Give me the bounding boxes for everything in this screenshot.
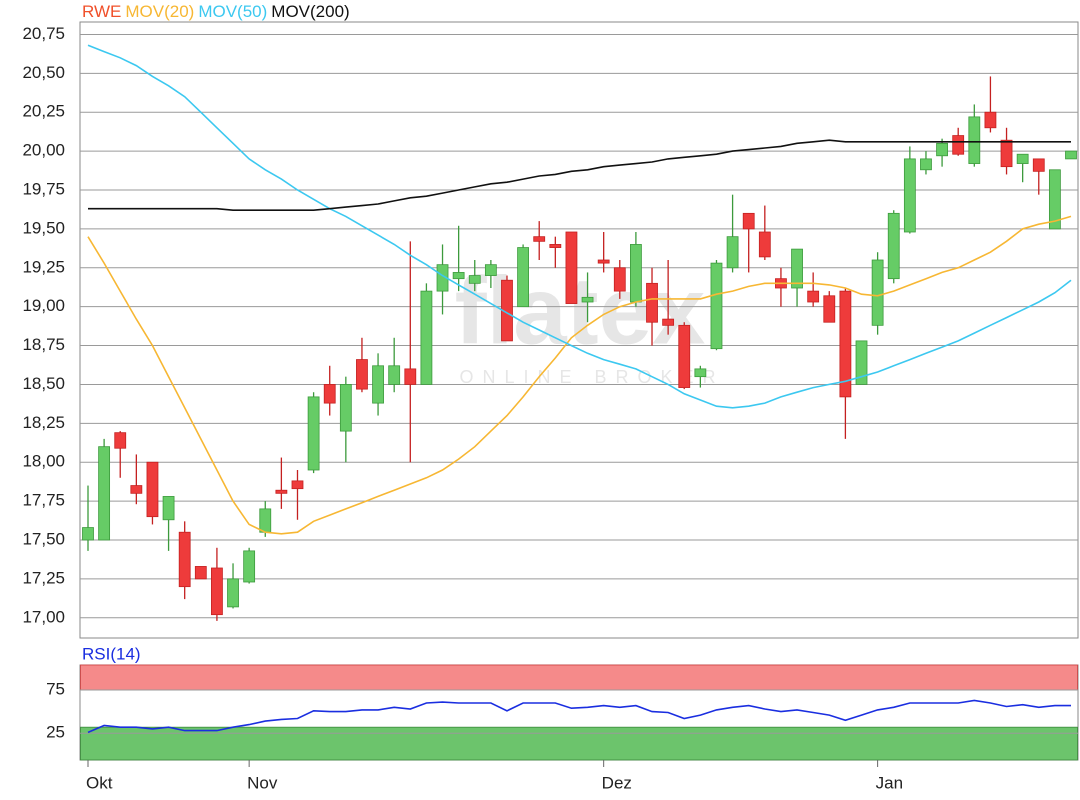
y-tick-label: 19,75	[22, 179, 65, 198]
candle-body	[372, 365, 384, 404]
rsi-zone	[80, 664, 1078, 691]
candle-body	[259, 508, 272, 533]
candle-body	[275, 489, 288, 494]
candle-body	[404, 368, 417, 385]
candle-body	[1065, 150, 1077, 160]
candle-body	[339, 384, 352, 432]
candle-body	[726, 236, 739, 269]
candle-body	[291, 480, 304, 490]
y-tick-label: 18,75	[22, 335, 65, 354]
moving-average-line	[88, 139, 1071, 211]
candle-body	[984, 111, 997, 129]
y-tick-label: 75	[46, 680, 65, 699]
candle-body	[678, 324, 691, 388]
y-tick-label: 17,75	[22, 491, 65, 510]
candle-body	[597, 259, 610, 264]
legend-entry: MOV(200)	[271, 2, 349, 21]
y-tick-label: 19,25	[22, 257, 65, 276]
candle-body	[1048, 169, 1061, 230]
y-tick-label: 19,00	[22, 296, 65, 315]
candle-body	[646, 282, 658, 323]
legend-entry: RWE	[82, 2, 121, 21]
candle-body	[130, 485, 143, 494]
y-tick-label: 20,50	[22, 63, 65, 82]
candle-body	[227, 578, 239, 608]
y-tick-label: 18,50	[22, 374, 65, 393]
candle-body	[823, 295, 836, 323]
y-tick-label: 17,50	[22, 529, 65, 548]
moving-average-line	[87, 215, 1072, 535]
candle-body	[871, 259, 884, 326]
candle-body	[581, 296, 594, 303]
candle-body	[887, 212, 900, 280]
candle-body	[162, 496, 175, 521]
candle-body	[517, 247, 529, 308]
candle-body	[1032, 158, 1045, 172]
candle-body	[533, 236, 546, 242]
candle-body	[323, 384, 336, 404]
candle-body	[468, 275, 481, 284]
legend-entry: MOV(50)	[198, 2, 267, 21]
x-tick-label: Dez	[602, 773, 632, 792]
moving-average-line	[87, 44, 1072, 409]
candle-body	[549, 244, 562, 248]
x-tick-label: Nov	[247, 773, 278, 792]
candle-body	[839, 290, 852, 398]
candle-body	[307, 396, 320, 471]
candle-body	[420, 290, 433, 385]
candle-body	[82, 527, 94, 541]
y-tick-label: 18,25	[22, 413, 65, 432]
panel-label: RSI(14)	[82, 644, 141, 663]
candle-body	[98, 446, 111, 541]
candle-body	[791, 248, 803, 289]
y-tick-label: 25	[46, 723, 65, 742]
candle-body	[565, 231, 578, 304]
watermark-tagline: ONLINE BROKER	[459, 367, 724, 387]
candle-body	[855, 340, 868, 385]
y-tick-label: 19,50	[22, 218, 65, 237]
y-tick-label: 20,00	[22, 141, 65, 160]
candle-body	[903, 158, 916, 233]
rsi-zone	[80, 726, 1078, 761]
y-tick-label: 20,75	[22, 24, 65, 43]
candle-body	[194, 566, 207, 580]
candle-body	[662, 318, 675, 326]
candle-body	[114, 432, 127, 449]
x-tick-label: Jan	[876, 773, 903, 792]
candle-body	[710, 262, 723, 350]
price-panel	[79, 21, 1079, 639]
candle-body	[952, 135, 965, 155]
candle-body	[758, 231, 771, 258]
candle-body	[452, 272, 465, 280]
candle-body	[936, 142, 948, 157]
candle-body	[388, 365, 401, 385]
y-tick-label: 20,25	[22, 102, 65, 121]
candle-body	[742, 212, 755, 230]
candle-body	[630, 244, 642, 303]
y-tick-label: 17,25	[22, 568, 65, 587]
candle-body	[694, 368, 707, 378]
candle-body	[146, 461, 159, 518]
candle-body	[178, 531, 191, 588]
rsi-line	[87, 699, 1071, 734]
candle-body	[356, 359, 368, 390]
legend-entry: MOV(20)	[125, 2, 194, 21]
candle-body	[211, 567, 223, 616]
candle-body	[968, 116, 981, 164]
candle-body	[484, 264, 497, 276]
candle-body	[613, 267, 626, 292]
candle-body	[1016, 153, 1029, 164]
candle-body	[243, 550, 256, 583]
x-tick-label: Okt	[86, 773, 113, 792]
candle-body	[807, 290, 820, 303]
y-tick-label: 18,00	[22, 452, 65, 471]
candle-body	[920, 158, 932, 171]
y-tick-label: 17,00	[22, 607, 65, 626]
legend: RWE MOV(20) MOV(50) MOV(200)	[82, 2, 350, 21]
candle-body	[1000, 139, 1013, 168]
